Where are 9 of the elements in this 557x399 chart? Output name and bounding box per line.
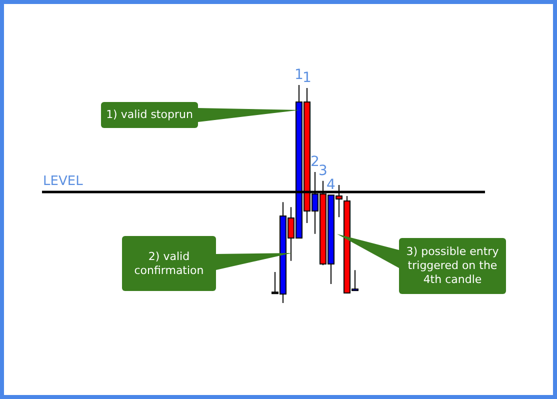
text: 2	[310, 154, 320, 170]
text: 1	[294, 67, 304, 83]
text: 4	[326, 177, 336, 194]
text: 3	[318, 162, 328, 179]
text: 3) possible entry triggered on the 4th candle	[399, 238, 506, 294]
text: 1) valid stoprun	[101, 102, 198, 128]
text: 1	[302, 70, 312, 86]
ref-line-label: LEVEL	[43, 174, 84, 190]
text: 2) valid confirmation	[122, 236, 216, 291]
